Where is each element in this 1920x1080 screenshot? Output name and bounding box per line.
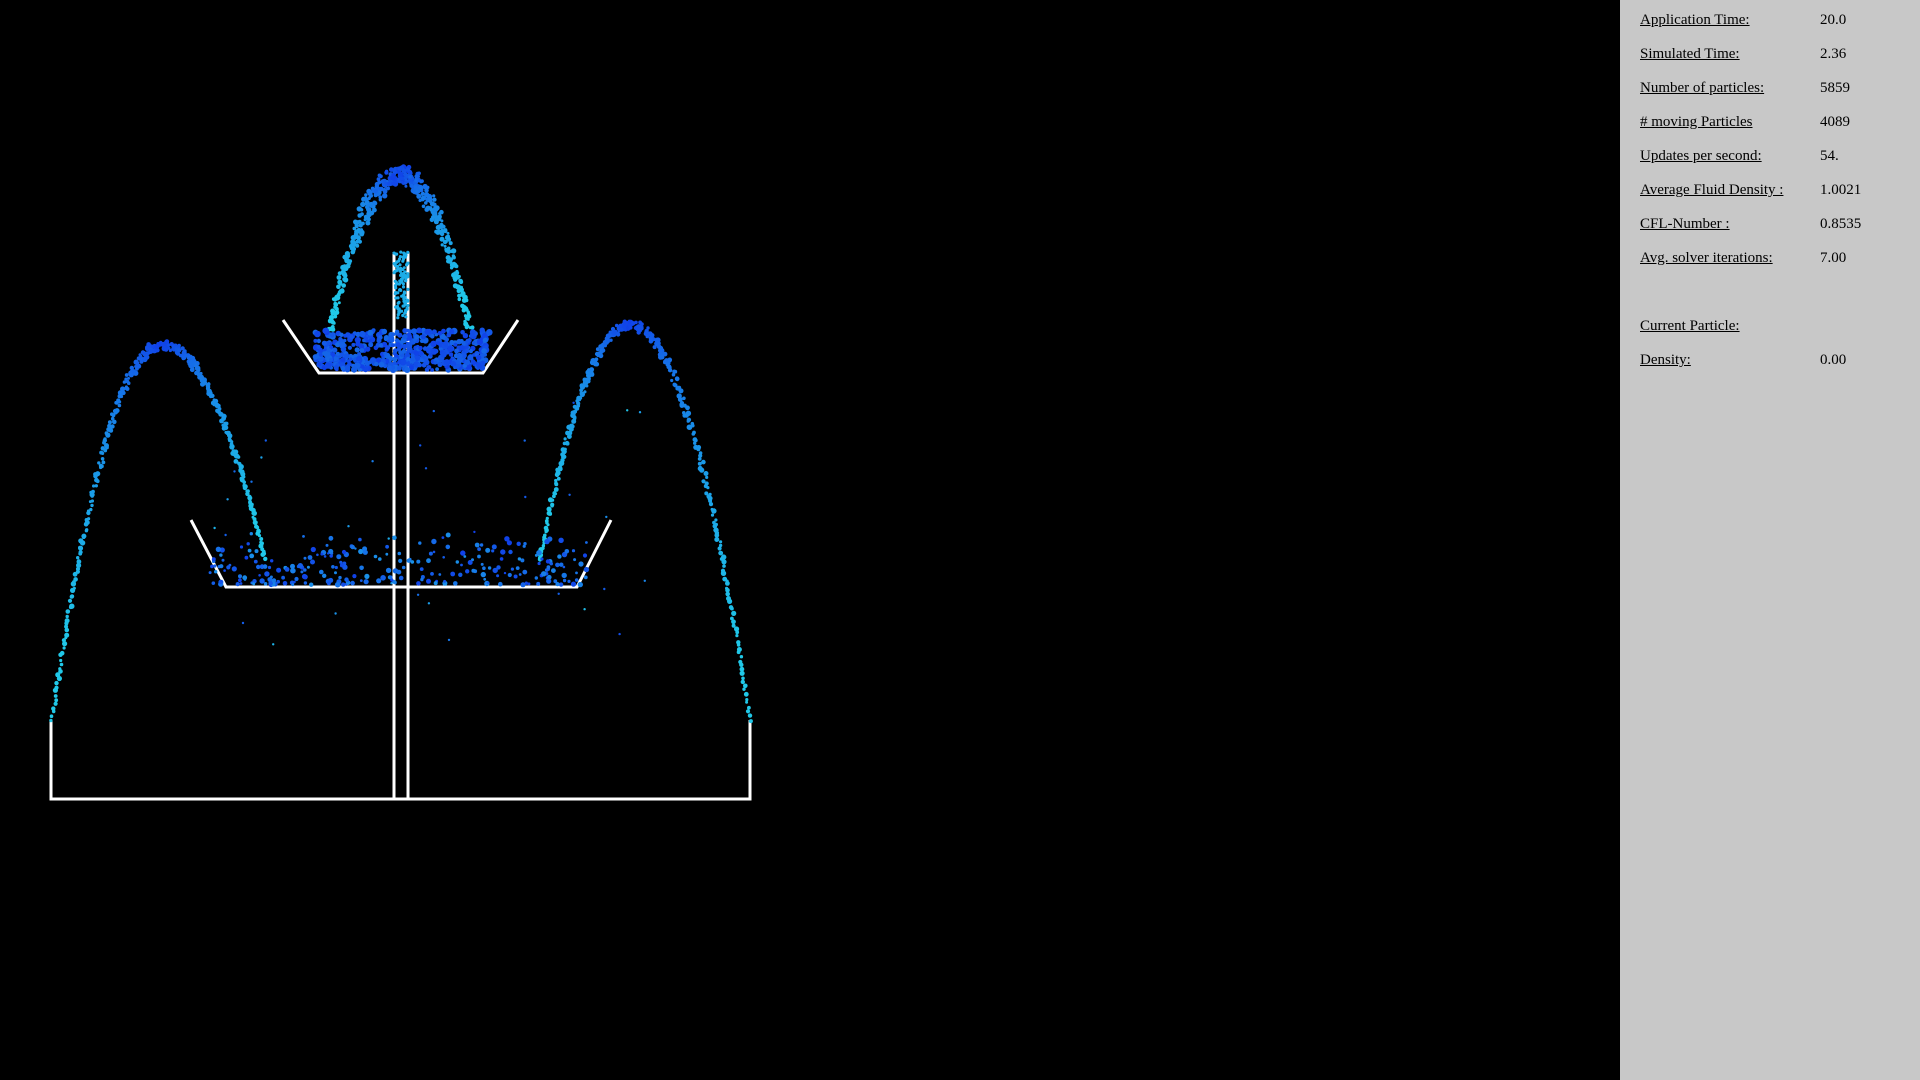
stat-value: 7.00 — [1820, 250, 1847, 266]
stat-label: Avg. solver iterations: — [1640, 250, 1773, 266]
middle-bowl — [189, 519, 613, 589]
stat-label: Number of particles: — [1640, 80, 1765, 96]
stat-row-moving-particles: # moving Particles 4089 — [1640, 110, 1910, 134]
stat-label: Updates per second: — [1640, 148, 1762, 164]
fluid-particles — [49, 164, 753, 724]
stat-value: 5859 — [1820, 80, 1850, 96]
stat-row-number-of-particles: Number of particles: 5859 — [1640, 76, 1910, 100]
stats-panel: Application Time: 20.0 Simulated Time: 2… — [1620, 0, 1920, 1080]
stat-row-cfl-number: CFL-Number : 0.8535 — [1640, 212, 1910, 236]
current-particle-heading: Current Particle: — [1640, 318, 1740, 334]
stat-row-application-time: Application Time: 20.0 — [1640, 8, 1910, 32]
stat-label: Average Fluid Density : — [1640, 182, 1784, 198]
outer-basin — [49, 720, 752, 801]
stat-value: 0.00 — [1820, 352, 1847, 368]
stat-value: 2.36 — [1820, 46, 1847, 62]
stat-row-simulated-time: Simulated Time: 2.36 — [1640, 42, 1910, 66]
stat-label: # moving Particles — [1640, 114, 1753, 130]
stat-row-average-fluid-density: Average Fluid Density : 1.0021 — [1640, 178, 1910, 202]
stat-row-updates-per-second: Updates per second: 54. — [1640, 144, 1910, 168]
stat-value: 54. — [1820, 148, 1839, 164]
top-bowl — [281, 319, 520, 375]
stat-value: 4089 — [1820, 114, 1850, 130]
stat-label: Simulated Time: — [1640, 46, 1740, 62]
stat-value: 0.8535 — [1820, 216, 1862, 232]
stat-value: 1.0021 — [1820, 182, 1862, 198]
stat-row-avg-solver-iterations: Avg. solver iterations: 7.00 — [1640, 246, 1910, 270]
stat-value: 20.0 — [1820, 12, 1847, 28]
stat-label: Density: — [1640, 352, 1691, 368]
stat-label: CFL-Number : — [1640, 216, 1730, 232]
stat-row-density: Density: 0.00 — [1640, 348, 1910, 372]
fluid-scene — [49, 164, 753, 801]
simulation-viewport[interactable] — [0, 0, 1620, 1080]
stat-label: Application Time: — [1640, 12, 1750, 28]
current-particle-heading-row: Current Particle: — [1640, 314, 1910, 338]
